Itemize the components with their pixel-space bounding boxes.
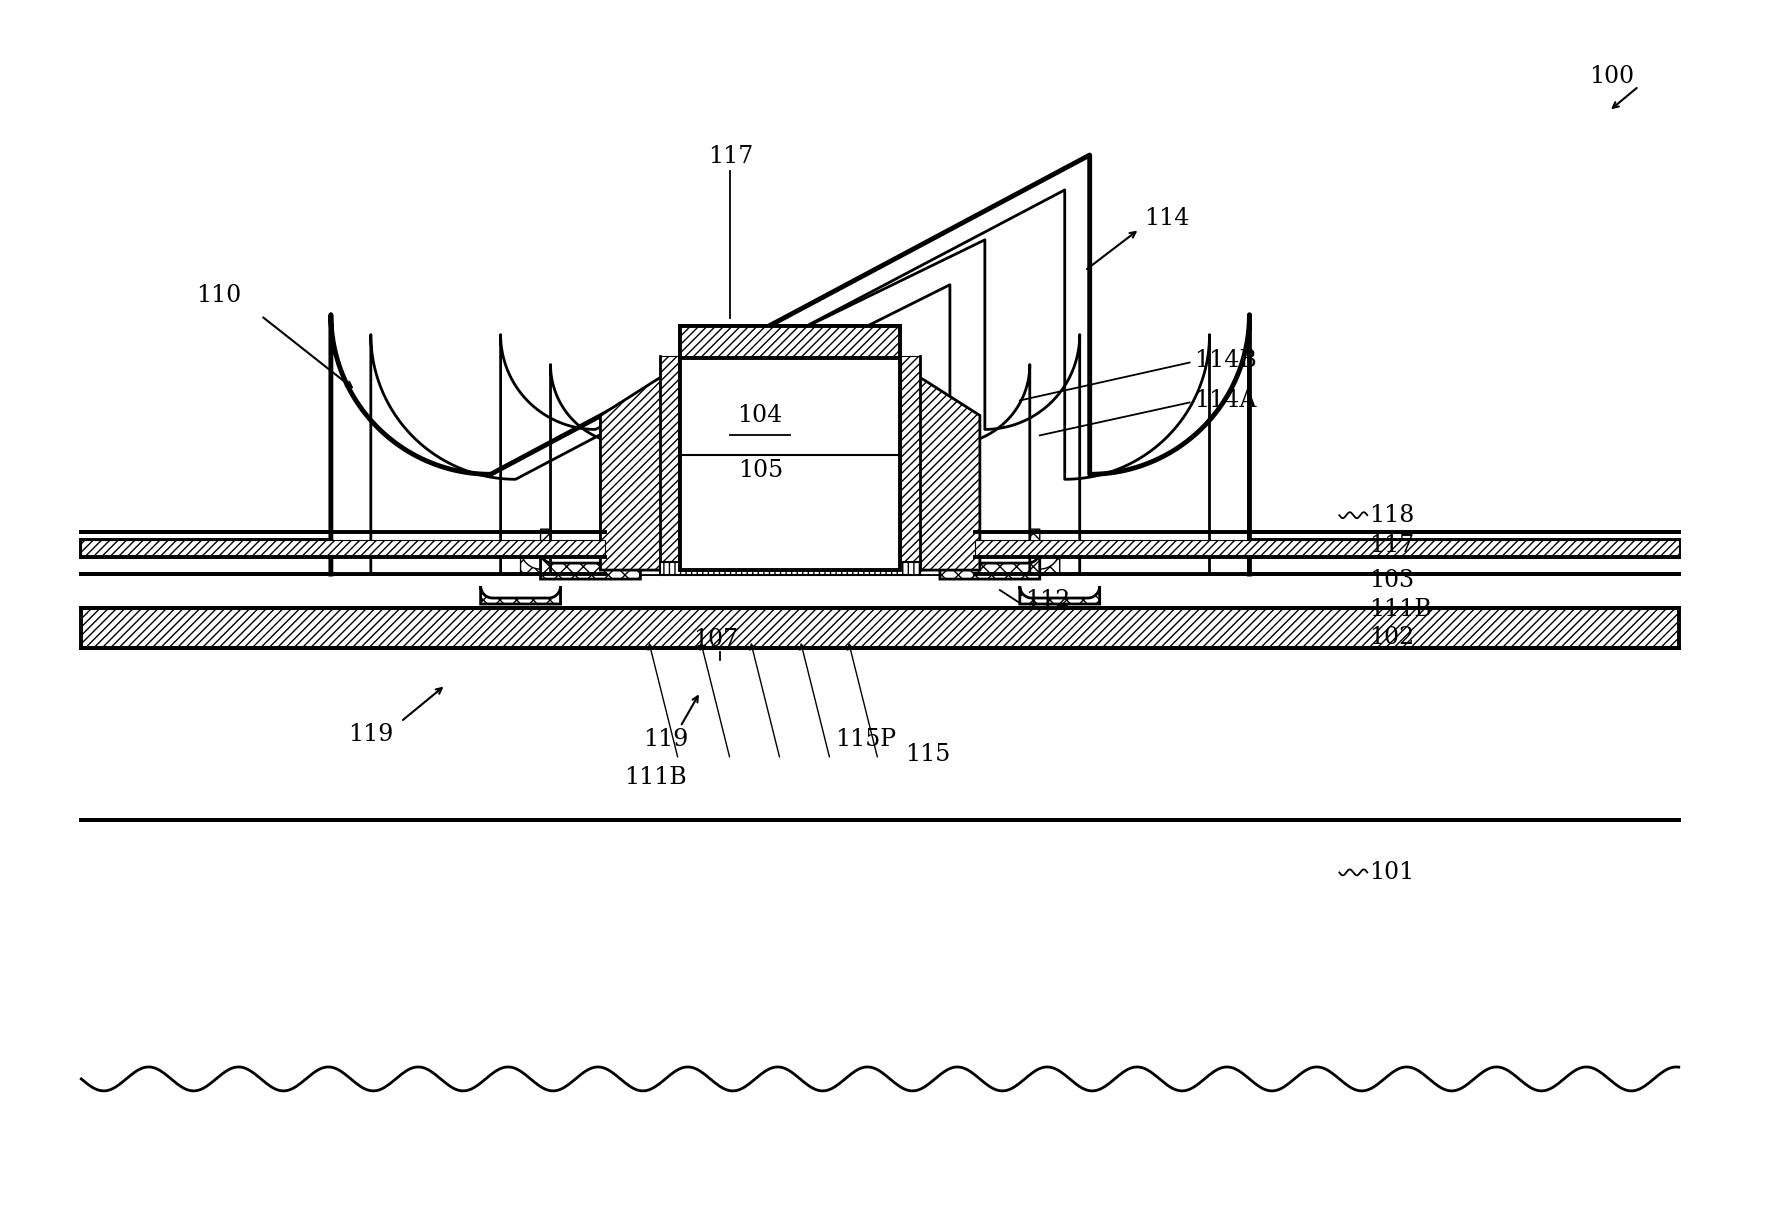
Bar <box>900 356 919 570</box>
Bar <box>680 326 900 357</box>
Polygon shape <box>541 552 641 580</box>
Polygon shape <box>480 586 560 604</box>
Text: 114A: 114A <box>1194 389 1257 412</box>
Text: 115: 115 <box>905 744 950 767</box>
Bar <box>660 356 680 570</box>
Text: 104: 104 <box>737 403 784 426</box>
Text: 117: 117 <box>707 145 753 168</box>
Polygon shape <box>550 284 1030 573</box>
Text: 100: 100 <box>1589 64 1633 87</box>
Text: 110: 110 <box>196 284 241 307</box>
Text: 118: 118 <box>1369 504 1416 527</box>
Text: 114: 114 <box>1144 208 1191 231</box>
Text: 115P: 115P <box>835 728 896 751</box>
Polygon shape <box>330 156 1250 573</box>
Text: 119: 119 <box>348 723 393 746</box>
Text: 112: 112 <box>1025 588 1071 611</box>
Polygon shape <box>900 366 980 570</box>
Bar <box>680 326 900 357</box>
Text: 117: 117 <box>1369 533 1414 556</box>
Bar <box>82 608 1678 648</box>
Text: 105: 105 <box>737 459 784 482</box>
Text: 111B: 111B <box>1369 599 1432 622</box>
Bar <box>82 541 605 558</box>
Bar <box>82 541 1678 558</box>
Text: 111B: 111B <box>625 767 687 789</box>
Polygon shape <box>521 530 721 573</box>
Bar <box>680 356 900 570</box>
Bar <box>660 356 680 570</box>
Bar <box>660 563 919 575</box>
Bar <box>82 573 1678 608</box>
Bar <box>680 356 900 570</box>
Bar <box>975 541 1678 558</box>
Polygon shape <box>860 530 1060 573</box>
Text: 102: 102 <box>1369 627 1414 650</box>
Text: 101: 101 <box>1369 861 1414 883</box>
Polygon shape <box>1019 586 1100 604</box>
Bar <box>975 541 1678 558</box>
Text: 103: 103 <box>1369 569 1414 592</box>
Text: 114B: 114B <box>1194 349 1257 372</box>
Bar <box>900 356 919 570</box>
Text: 107: 107 <box>693 628 737 651</box>
Polygon shape <box>941 552 1041 580</box>
Polygon shape <box>600 366 680 570</box>
Bar <box>82 541 605 558</box>
Text: 119: 119 <box>643 728 687 751</box>
